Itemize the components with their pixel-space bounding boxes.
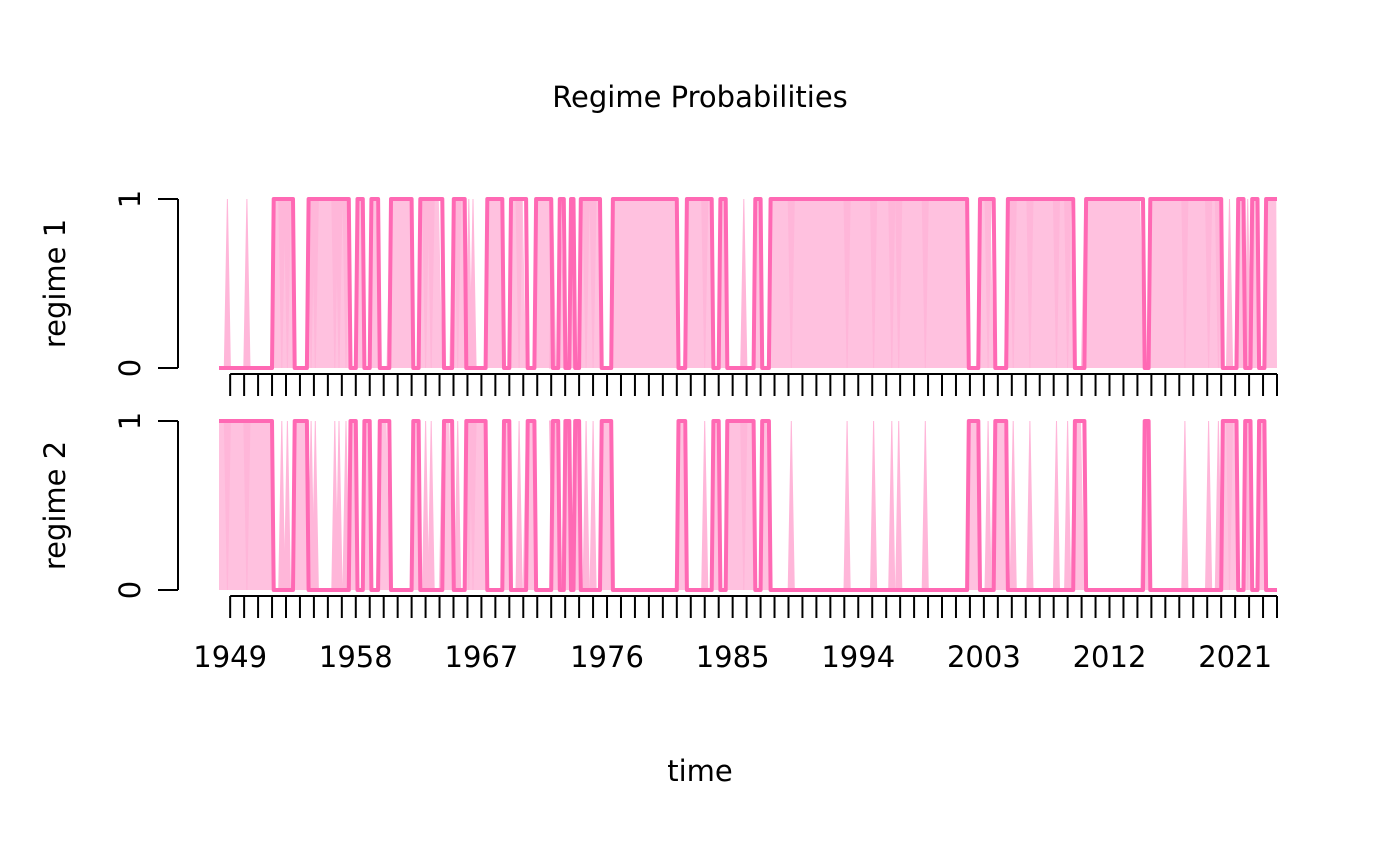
y-tick-label: 0 [113, 581, 147, 599]
band-spike [589, 420, 597, 591]
band-spike [243, 198, 251, 369]
x-axis-ticks-regime-2 [229, 595, 1278, 618]
y-axis-regime-2: 01 [113, 412, 179, 599]
series-line-regime-1 [219, 197, 1277, 370]
band-spike [223, 198, 231, 369]
band-spike [1009, 420, 1017, 591]
panel-regime-2: 01 regime 2 [38, 412, 1278, 618]
panel-regime-1: 01 regime 1 [38, 190, 1278, 396]
y-tick-label: 0 [113, 359, 147, 377]
x-tick-label: 2003 [947, 640, 1021, 674]
chart-title: Regime Probabilities [552, 80, 848, 114]
series-layer-regime-1 [219, 197, 1277, 370]
x-axis-ticks-regime-1 [229, 373, 1278, 396]
band-spike [921, 420, 929, 591]
band-spike [895, 420, 903, 591]
y-tick-label: 1 [113, 190, 147, 208]
x-tick-label: 1958 [319, 640, 393, 674]
band-spike [1064, 420, 1072, 591]
x-tick-labels: 1949 1958 1967 1976 1985 1994 2003 2012 2021 [193, 640, 1272, 674]
probability-band-regime-2 [219, 421, 1277, 590]
series-layer-regime-2 [219, 419, 1277, 592]
band-spike [421, 420, 430, 591]
x-tick-label: 2021 [1198, 640, 1272, 674]
band-spike [278, 420, 286, 591]
band-spike [1225, 198, 1234, 369]
y-axis-label-regime-1: regime 1 [38, 219, 72, 348]
band-spike [787, 420, 795, 591]
band-spike [1181, 420, 1189, 591]
x-tick-label: 1949 [193, 640, 267, 674]
x-tick-label: 1976 [570, 640, 644, 674]
band-spike [1026, 420, 1034, 591]
x-tick-label: 1967 [445, 640, 519, 674]
band-spike [869, 420, 878, 591]
band-spike [469, 198, 477, 369]
band-spike [888, 420, 896, 591]
x-tick-label: 1994 [821, 640, 895, 674]
x-tick-label: 2012 [1073, 640, 1147, 674]
band-spike [515, 420, 523, 591]
band-spike [283, 420, 292, 591]
series-line-regime-2 [219, 419, 1277, 592]
band-spike [1204, 420, 1213, 591]
band-spike [335, 420, 343, 591]
band-spike [984, 420, 992, 591]
band-spike [582, 420, 590, 591]
band-spike [1052, 420, 1061, 591]
x-tick-label: 1985 [696, 640, 770, 674]
band-spike [701, 420, 709, 591]
y-tick-label: 1 [113, 412, 147, 430]
band-spike [740, 198, 748, 369]
band-spike [843, 420, 851, 591]
x-axis-label: time [667, 754, 733, 788]
band-layer-regime-2 [219, 420, 1277, 591]
y-axis-regime-1: 01 [113, 190, 179, 377]
band-spike [427, 420, 435, 591]
y-axis-label-regime-2: regime 2 [38, 441, 72, 570]
